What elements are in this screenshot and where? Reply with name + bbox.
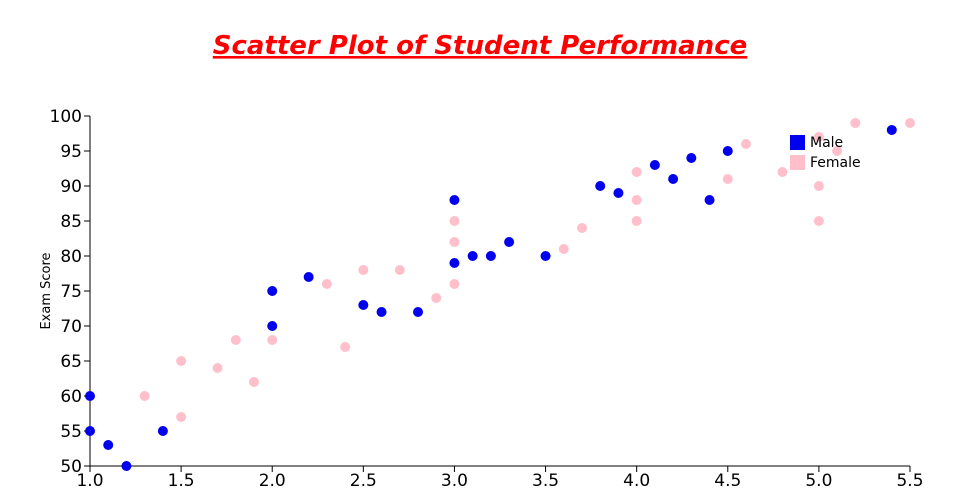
point (358, 300, 369, 310)
point (267, 321, 278, 331)
point (485, 251, 496, 261)
point (321, 279, 332, 289)
point (813, 181, 824, 191)
point (886, 125, 897, 135)
point (631, 195, 642, 205)
point (449, 216, 460, 226)
point (139, 391, 150, 401)
point (121, 461, 132, 471)
point (631, 216, 642, 226)
x-tick-label: 4.5 (714, 471, 741, 491)
point (741, 139, 751, 149)
legend-label: Male (810, 135, 843, 151)
y-tick-label: 75 (60, 282, 82, 302)
point (467, 251, 478, 261)
point (376, 307, 387, 317)
y-tick-label: 60 (60, 387, 82, 407)
point (704, 195, 715, 205)
point (249, 377, 259, 387)
point (358, 265, 369, 275)
x-tick-label: 5.0 (805, 471, 832, 491)
chart-title: Scatter Plot of Student Performance (213, 31, 748, 61)
y-tick-label: 50 (60, 457, 82, 477)
point (668, 174, 679, 184)
x-tick-label: 2.5 (350, 471, 377, 491)
point (813, 132, 824, 142)
point (340, 342, 351, 352)
point (540, 251, 551, 261)
point (577, 223, 587, 233)
point (267, 335, 278, 345)
point (449, 279, 460, 289)
x-tick-label: 1.5 (168, 471, 195, 491)
y-tick-label: 65 (60, 352, 82, 372)
x-tick-label: 5.5 (896, 471, 923, 491)
point (613, 188, 624, 198)
x-tick-label: 2.0 (259, 471, 286, 491)
point (212, 363, 223, 373)
y-tick-label: 70 (60, 317, 82, 337)
point (449, 195, 460, 205)
y-tick-label: 95 (60, 142, 82, 162)
y-tick-label: 55 (60, 422, 82, 442)
point (176, 412, 187, 422)
y-tick-label: 80 (60, 247, 82, 267)
point (832, 146, 843, 156)
point (176, 356, 187, 366)
legend-label: Female (810, 155, 861, 171)
point (777, 167, 788, 177)
point (157, 426, 168, 436)
point (595, 181, 606, 191)
point (649, 160, 660, 170)
x-tick-label: 1.0 (76, 471, 103, 491)
point (631, 167, 642, 177)
y-axis-label: Exam Score (39, 252, 54, 329)
legend-swatch (790, 155, 805, 170)
y-tick-label: 85 (60, 212, 82, 232)
x-tick-label: 4.0 (623, 471, 650, 491)
point (103, 440, 114, 450)
point (722, 146, 733, 156)
x-tick-label: 3.0 (441, 471, 468, 491)
point (267, 286, 278, 296)
point (413, 307, 423, 317)
y-tick-label: 100 (50, 107, 82, 127)
legend-swatch (790, 135, 805, 150)
point (686, 153, 697, 163)
y-tick-label: 90 (60, 177, 82, 197)
x-tick-label: 3.5 (532, 471, 559, 491)
point (813, 216, 824, 226)
point (85, 426, 95, 436)
point (431, 293, 442, 303)
point (558, 244, 569, 254)
point (504, 237, 515, 247)
point (850, 118, 861, 128)
point (230, 335, 241, 345)
point (449, 258, 460, 268)
point (85, 391, 95, 401)
point (449, 237, 460, 247)
point (394, 265, 405, 275)
point (303, 272, 314, 282)
point (722, 174, 733, 184)
point (905, 118, 915, 128)
